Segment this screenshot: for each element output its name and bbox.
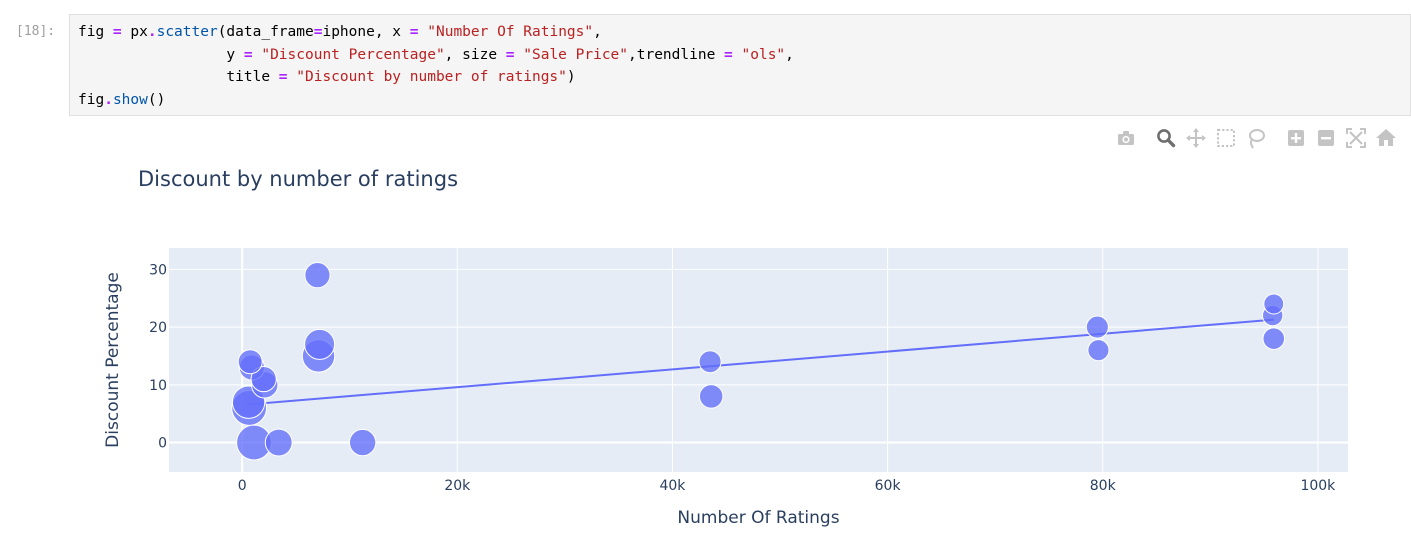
code-token: ,trendline	[628, 46, 725, 63]
code-token: .	[147, 24, 157, 40]
plot-area	[169, 248, 1348, 472]
code-token: =	[112, 24, 122, 40]
code-token	[288, 69, 297, 85]
x-tick-label: 100k	[1300, 478, 1336, 494]
code-token: ,	[785, 46, 794, 63]
scatter-point	[304, 262, 331, 289]
scatter-point	[1261, 304, 1284, 327]
cell-prompt: [18]:	[16, 24, 56, 39]
pan-icon	[1186, 128, 1206, 148]
scatter-point	[231, 385, 266, 419]
code-token	[733, 47, 742, 63]
zoom-button[interactable]	[1154, 126, 1178, 150]
zoom-in-button[interactable]	[1284, 126, 1308, 150]
lasso-select-button[interactable]	[1244, 126, 1268, 150]
code-token: =	[505, 46, 515, 63]
lasso-select-icon	[1249, 129, 1265, 149]
x-tick-label: 80k	[1090, 478, 1117, 494]
box-select-button[interactable]	[1214, 126, 1238, 150]
code-token: title	[78, 69, 279, 85]
code-token: scatter	[156, 24, 218, 40]
code-token: px	[121, 24, 148, 40]
code-token: iphone, x	[322, 24, 410, 40]
code-token: y	[78, 46, 244, 63]
scatter-point	[301, 339, 336, 373]
scatter-point	[348, 428, 377, 457]
code-token: (data_frame	[217, 24, 314, 40]
y-axis-title: Discount Percentage	[103, 272, 123, 448]
y-tick-label: 30	[149, 262, 167, 278]
scatter-point	[237, 349, 263, 375]
y-tick-label: 20	[149, 320, 167, 336]
scatter-point	[264, 428, 293, 457]
scatter-point	[698, 384, 724, 409]
autoscale-button[interactable]	[1344, 126, 1368, 150]
reset-axes-icon	[1376, 129, 1396, 146]
x-axis-title: Number Of Ratings	[677, 508, 839, 528]
code-token: ,	[593, 24, 602, 40]
scatter-point	[236, 424, 272, 461]
code-token: .	[104, 91, 113, 108]
code-token: =	[313, 24, 323, 40]
code-token: =	[724, 46, 733, 63]
x-tick-label: 40k	[659, 478, 686, 494]
scatter-point	[1085, 315, 1109, 339]
scatter-point	[1087, 339, 1110, 362]
scatter-point	[698, 350, 722, 374]
scatter-point	[1262, 327, 1286, 350]
scatter-point	[1263, 293, 1285, 315]
code-token: show	[112, 91, 148, 108]
code-editor[interactable]: fig = px.scatter(data_frame=iphone, x = …	[70, 15, 1410, 117]
code-line: fig.show()	[78, 89, 1402, 112]
code-token	[515, 47, 524, 63]
code-token: "ols"	[741, 46, 786, 63]
pan-button[interactable]	[1184, 126, 1208, 150]
download-plot-button[interactable]	[1114, 126, 1138, 150]
code-token: )	[566, 69, 576, 85]
code-line: fig = px.scatter(data_frame=iphone, x = …	[78, 21, 1402, 44]
code-cell[interactable]: fig = px.scatter(data_frame=iphone, x = …	[69, 14, 1411, 116]
code-token: "Discount by number of ratings"	[296, 69, 567, 85]
code-token: =	[409, 24, 419, 40]
code-token: =	[243, 46, 253, 63]
zoom-out-button[interactable]	[1314, 126, 1338, 150]
code-token: fig	[78, 24, 113, 40]
code-token: , size	[444, 46, 506, 63]
camera-icon	[1118, 131, 1134, 145]
code-token	[419, 24, 428, 40]
plot-modebar	[1114, 126, 1404, 150]
reset-axes-button[interactable]	[1374, 126, 1398, 150]
chart-title: Discount by number of ratings	[138, 167, 458, 191]
y-tick-label: 0	[158, 436, 167, 452]
code-token: "Number Of Ratings"	[427, 24, 594, 40]
x-tick-label: 0	[238, 478, 247, 494]
scatter-point	[250, 365, 277, 393]
code-line: title = "Discount by number of ratings")	[78, 66, 1402, 89]
code-line: y = "Discount Percentage", size = "Sale …	[78, 44, 1402, 67]
autoscale-icon	[1346, 128, 1366, 148]
scatter-point	[238, 354, 265, 381]
zoom-icon	[1157, 129, 1176, 148]
code-token: =	[278, 69, 288, 85]
scatter-point	[304, 328, 336, 360]
code-token: "Sale Price"	[523, 46, 629, 63]
zoom-out-icon	[1318, 130, 1334, 146]
code-token: ()	[147, 91, 166, 108]
box-select-icon	[1217, 129, 1235, 147]
code-token: "Discount Percentage"	[261, 46, 445, 63]
scatter-point	[251, 371, 279, 399]
trendline	[248, 318, 1274, 406]
x-tick-label: 60k	[875, 478, 902, 494]
x-tick-label: 20k	[444, 478, 471, 494]
zoom-in-icon	[1288, 130, 1304, 146]
scatter-point	[231, 390, 268, 426]
code-token: fig	[78, 91, 105, 108]
y-tick-label: 10	[149, 378, 167, 394]
